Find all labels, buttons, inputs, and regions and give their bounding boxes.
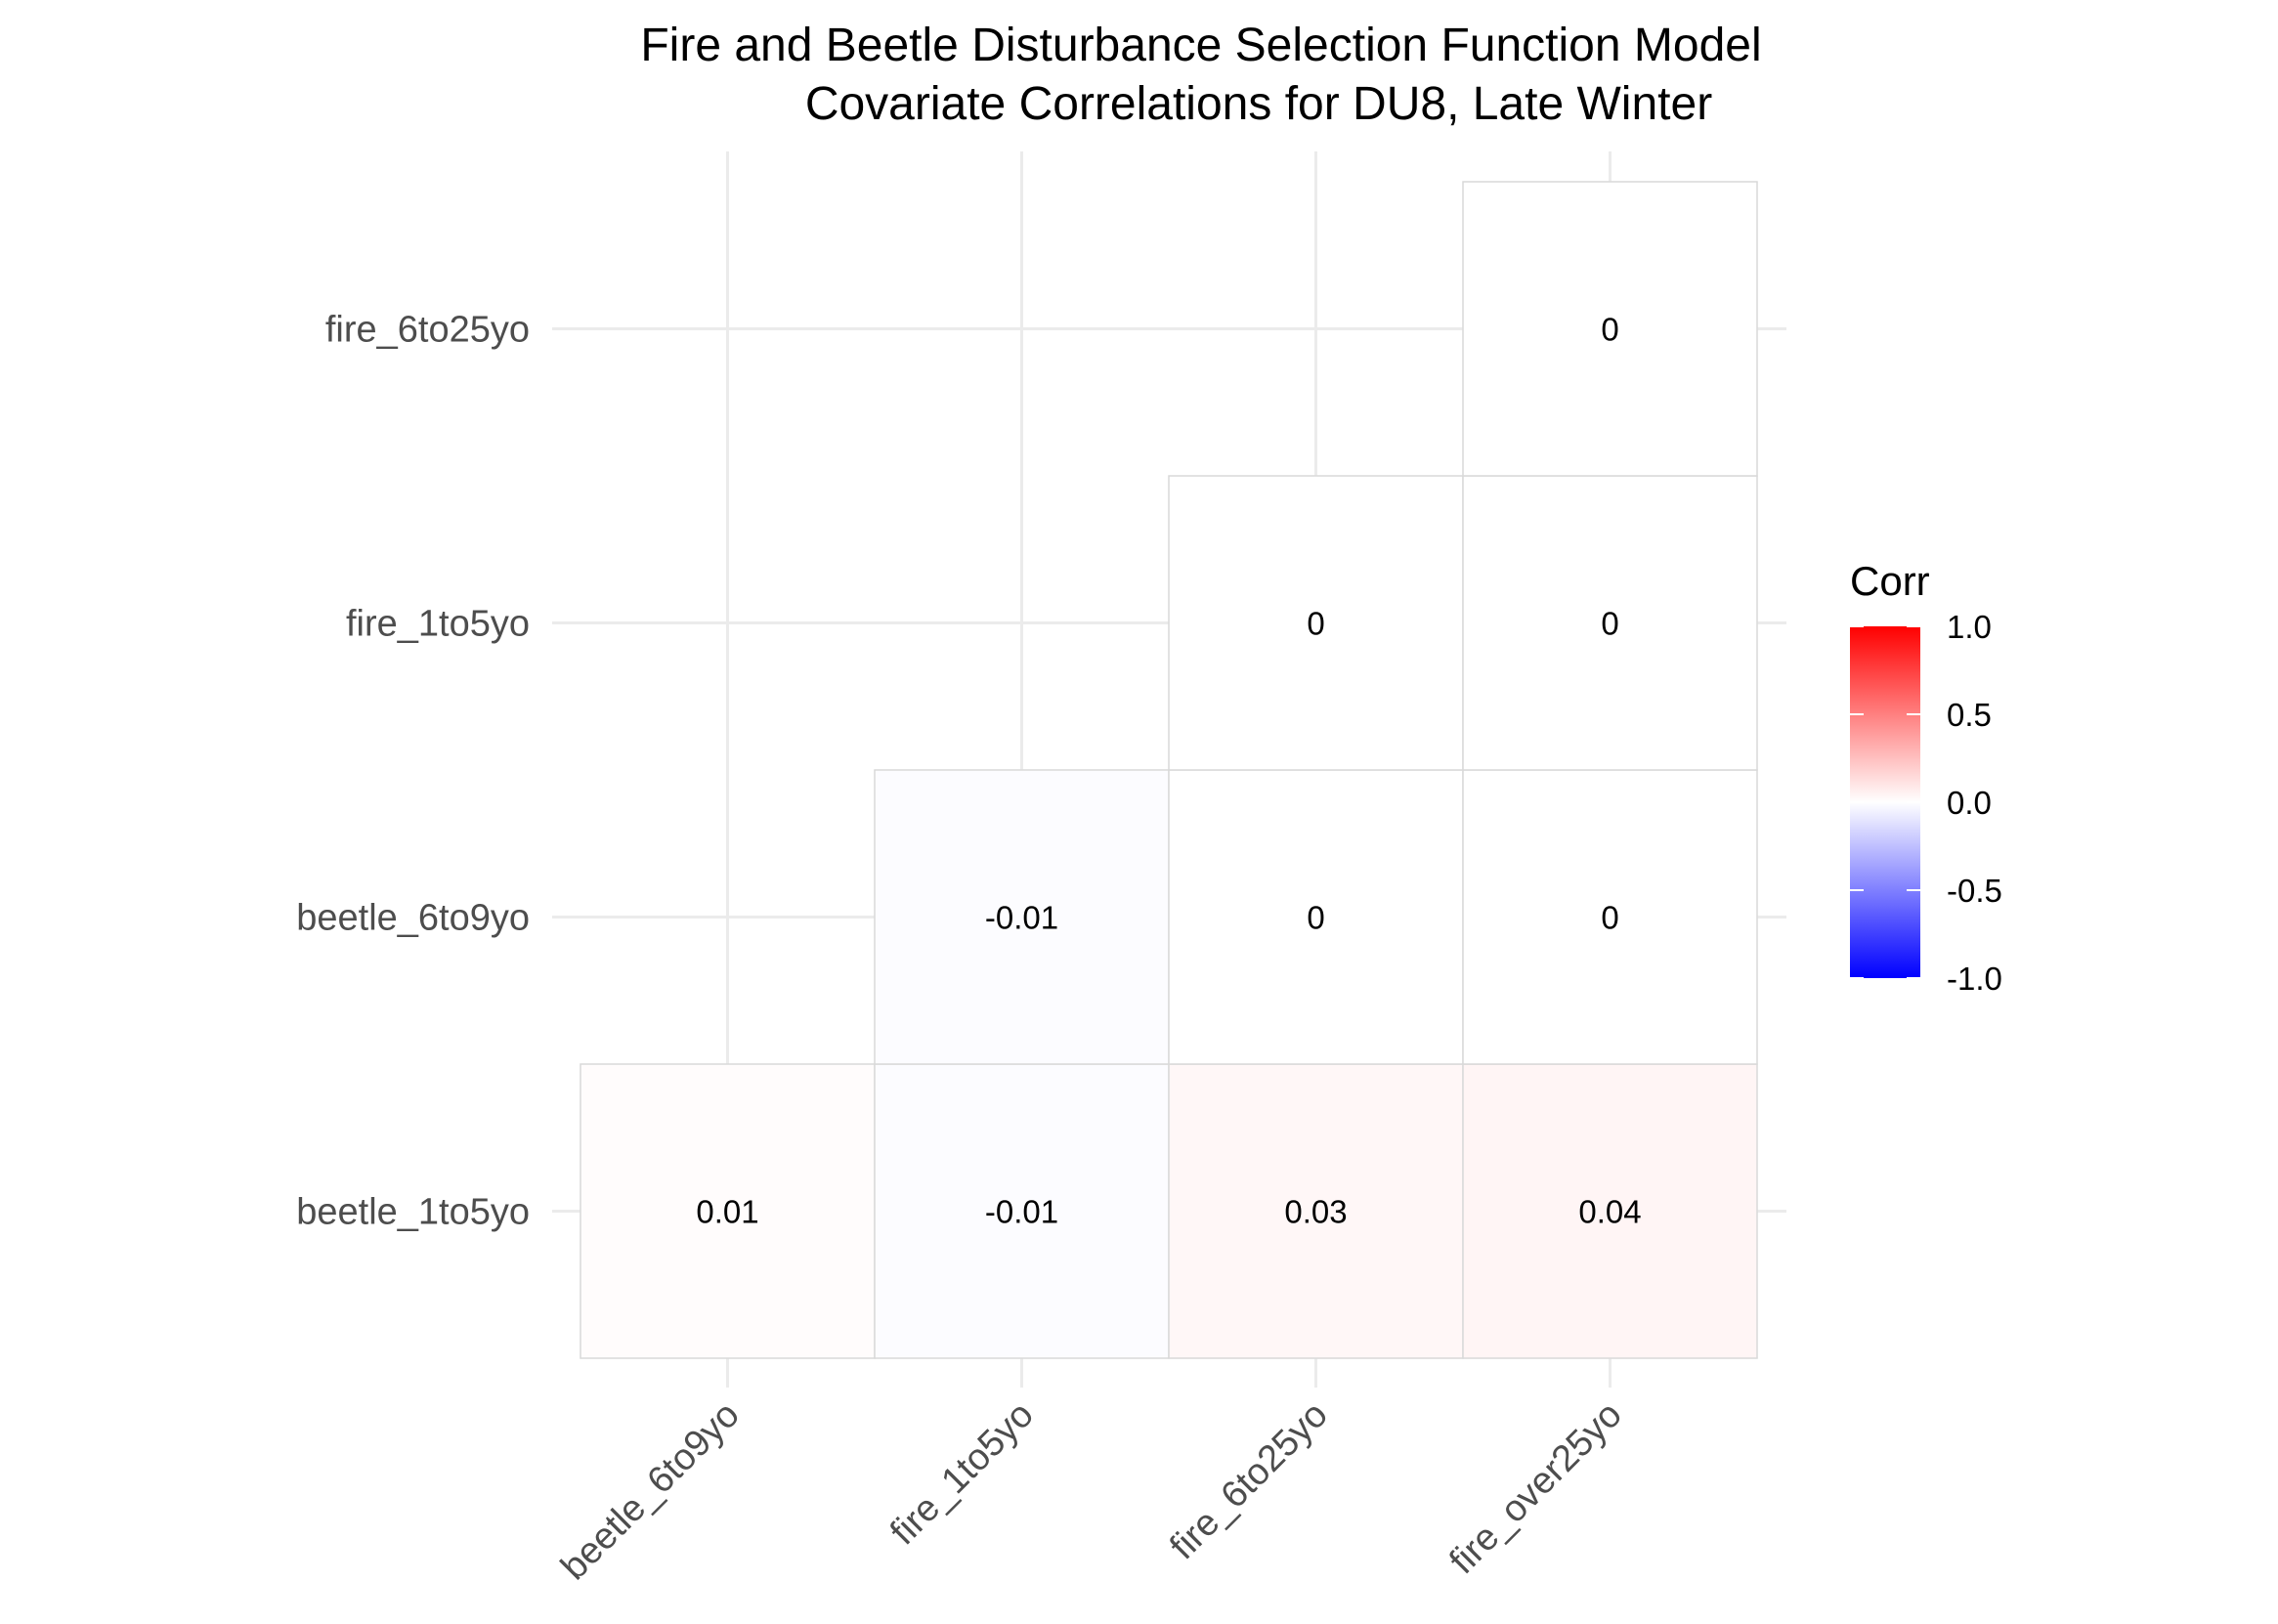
cell-value-label: 0 [1601, 900, 1618, 936]
legend-ticks: 1.0 0.5 0.0 -0.5 -1.0 [1850, 609, 2002, 997]
cell-value-label: 0.01 [696, 1194, 758, 1230]
heatmap-cell [1462, 1063, 1758, 1359]
legend-title: Corr [1850, 558, 1930, 604]
y-axis-tick-label: beetle_6to9yo [296, 898, 530, 939]
chart-title-line-2: Covariate Correlations for DU8, Late Win… [805, 78, 1712, 130]
cell-value-labels: 0.01 -0.01 0.03 0.04 -0.01 0 0 0 0 0 [696, 312, 1641, 1230]
heatmap-cell [1168, 1063, 1464, 1359]
y-axis-tick-label: fire_6to25yo [325, 310, 530, 351]
cell-value-label: -0.01 [985, 900, 1058, 936]
heatmap-cell [1168, 475, 1464, 771]
x-axis-tick-label: beetle_6to9yo [553, 1394, 748, 1589]
cell-value-label: 0 [1307, 900, 1324, 936]
legend-tick-label: 0.5 [1947, 697, 1992, 733]
legend-tick-label: -1.0 [1947, 961, 2002, 997]
legend-tick-label: 0.0 [1947, 785, 1992, 821]
cell-value-label: 0.03 [1284, 1194, 1347, 1230]
y-axis-tick-label: beetle_1to5yo [296, 1192, 530, 1233]
color-legend: Corr 1.0 0.5 0.0 -0.5 -1.0 [1850, 558, 2002, 997]
heatmap-cell [580, 1063, 876, 1359]
x-axis-tick-label: fire_over25yo [1441, 1394, 1630, 1583]
cell-value-label: -0.01 [985, 1194, 1058, 1230]
heatmap-cell [1462, 475, 1758, 771]
y-axis-tick-label: fire_1to5yo [346, 604, 530, 645]
legend-tick-label: -0.5 [1947, 873, 2002, 909]
cell-value-label: 0 [1601, 312, 1618, 348]
chart-title-line-1: Fire and Beetle Disturbance Selection Fu… [640, 20, 1761, 71]
cell-value-label: 0 [1601, 606, 1618, 642]
x-axis-tick-labels: beetle_6to9yo fire_1to5yo fire_6to25yo fire… [553, 1394, 1630, 1589]
chart-title: Fire and Beetle Disturbance Selection Fu… [640, 20, 1761, 130]
x-axis-tick-label: fire_6to25yo [1162, 1394, 1336, 1568]
heatmap-cells [580, 181, 1758, 1359]
y-axis-tick-labels: beetle_1to5yo beetle_6to9yo fire_1to5yo fir… [296, 310, 530, 1233]
cell-value-label: 0 [1307, 606, 1324, 642]
heatmap-cell [874, 1063, 1170, 1359]
x-axis-tick-label: fire_1to5yo [882, 1394, 1042, 1554]
legend-tick-label: 1.0 [1947, 609, 1992, 645]
cell-value-label: 0.04 [1578, 1194, 1641, 1230]
heatmap-cell [1462, 181, 1758, 477]
heatmap-cell [1168, 769, 1464, 1065]
